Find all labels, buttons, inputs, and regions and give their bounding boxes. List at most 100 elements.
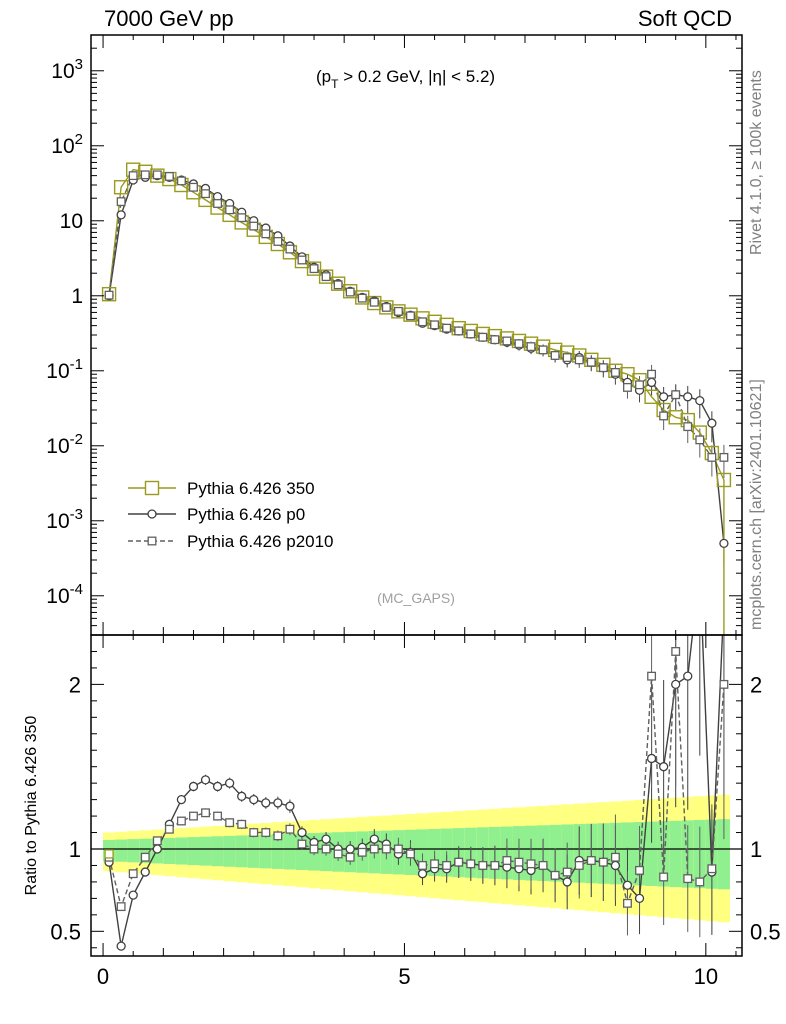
p2010-marker <box>466 329 476 339</box>
ratio-p2010-marker <box>683 874 693 884</box>
p2010-marker <box>635 380 644 390</box>
legend-p2010-label: Pythia 6.426 p2010 <box>187 532 334 551</box>
ratio-p0-marker <box>658 762 669 772</box>
ratio-p2010-marker <box>562 867 572 877</box>
ratio-p2010-marker <box>297 839 307 849</box>
ratio-p0-marker <box>188 781 199 792</box>
ratio-p2010-marker <box>321 844 331 854</box>
ratio-p2010-marker <box>526 859 536 869</box>
p2010-marker <box>273 237 283 246</box>
ratio-p2010-marker <box>490 861 500 870</box>
ratio-y-tick-label: 2 <box>69 672 81 697</box>
ratio-p2010-marker <box>514 857 524 867</box>
legend-ref-marker <box>144 480 160 496</box>
x-tick-label: 0 <box>97 964 109 989</box>
ratio-p2010-marker <box>116 902 126 912</box>
ref-marker <box>101 286 117 302</box>
ratio-band-inner <box>247 835 260 868</box>
ratio-p2010-marker <box>659 872 669 882</box>
p2010-marker <box>321 272 331 282</box>
ref-marker <box>644 389 659 404</box>
p2010-marker <box>237 213 247 223</box>
p2010-marker <box>213 199 223 208</box>
ratio-p0-marker <box>297 827 307 838</box>
p2010-marker <box>659 411 669 421</box>
ratio-p2010-marker <box>466 859 476 869</box>
p0-marker <box>116 210 126 220</box>
ratio-band-inner <box>717 819 730 890</box>
ref-marker <box>391 304 406 319</box>
ratio-p0-marker <box>176 794 187 805</box>
ratio-p2010-marker <box>635 865 644 875</box>
p2010-marker <box>719 452 729 462</box>
ratio-band-inner <box>163 837 176 864</box>
p2010-marker <box>333 280 343 290</box>
ratio-band-inner <box>283 833 296 870</box>
ratio-p0-marker <box>321 834 331 844</box>
legend-ref-label: Pythia 6.426 350 <box>187 479 315 498</box>
ratio-p2010-marker <box>393 844 403 854</box>
ratio-band-inner <box>115 839 128 862</box>
p0-marker <box>646 377 657 388</box>
ratio-p2010-marker <box>261 828 271 837</box>
ref-marker <box>150 168 165 183</box>
ratio-p0-marker <box>116 941 126 951</box>
ratio-p0-marker <box>562 877 572 887</box>
p2010-marker <box>381 302 391 312</box>
p2010-marker <box>598 363 608 373</box>
ratio-ref-marker <box>104 849 114 859</box>
ratio-p2010-marker <box>176 816 186 826</box>
y-tick-label: 102 <box>51 131 83 158</box>
ratio-p2010-marker <box>586 856 596 865</box>
ratio-p0-marker <box>212 781 223 792</box>
y-tick-label: 10-1 <box>46 356 83 383</box>
p2010-marker <box>623 382 632 392</box>
ratio-p2010-marker <box>237 819 247 829</box>
ratio-p2010-marker <box>418 861 427 870</box>
ratio-p2010-marker <box>273 831 283 841</box>
p2010-marker <box>538 345 548 355</box>
p2010-marker <box>586 357 596 367</box>
ratio-p0-marker <box>369 834 379 844</box>
ratio-p2010-marker <box>719 679 729 689</box>
ratio-p2010-marker <box>333 849 343 859</box>
p2010-marker <box>345 287 355 297</box>
y-tick-label: 10-2 <box>46 431 83 458</box>
ratio-y-axis-label: Ratio to Pythia 6.426 350 <box>23 716 40 896</box>
ratio-p2010-marker <box>285 824 295 834</box>
ratio-p0-marker <box>128 890 138 900</box>
p2010-marker <box>140 170 150 180</box>
ratio-p2010-marker <box>406 849 415 859</box>
p2010-marker <box>562 353 572 363</box>
ratio-p2010-marker <box>478 861 488 870</box>
ratio-p2010-marker <box>128 869 138 879</box>
p2010-marker <box>454 326 464 336</box>
ratio-p2010-marker <box>430 859 440 869</box>
ref-marker <box>355 290 370 305</box>
p2010-marker <box>285 244 295 254</box>
ratio-band-inner <box>127 839 140 863</box>
ratio-p2010-marker <box>164 824 174 834</box>
chart-title: (pT > 0.2 GeV, |η| < 5.2) <box>316 67 495 91</box>
ref-marker <box>379 300 394 315</box>
ratio-y-tick-label: 0.5 <box>50 919 81 944</box>
ratio-p0-marker <box>671 679 681 690</box>
p0-marker <box>683 392 693 402</box>
p2010-marker <box>261 229 271 239</box>
p2010-marker <box>128 171 138 181</box>
ratio-p2010-marker <box>442 861 452 870</box>
ratio-y-tick-label-right: 0.5 <box>750 919 781 944</box>
p2010-marker <box>152 170 162 180</box>
p2010-marker <box>574 355 584 365</box>
p0-marker <box>695 395 705 406</box>
p2010-marker <box>610 368 620 377</box>
p2010-marker <box>164 172 174 181</box>
ratio-p2010-marker <box>623 898 632 908</box>
p0-marker <box>719 538 729 549</box>
x-tick-label: 10 <box>694 964 718 989</box>
main-series <box>101 162 732 635</box>
ratio-p0-marker <box>646 753 657 764</box>
p2010-marker <box>418 317 427 327</box>
ref-marker <box>668 410 683 425</box>
